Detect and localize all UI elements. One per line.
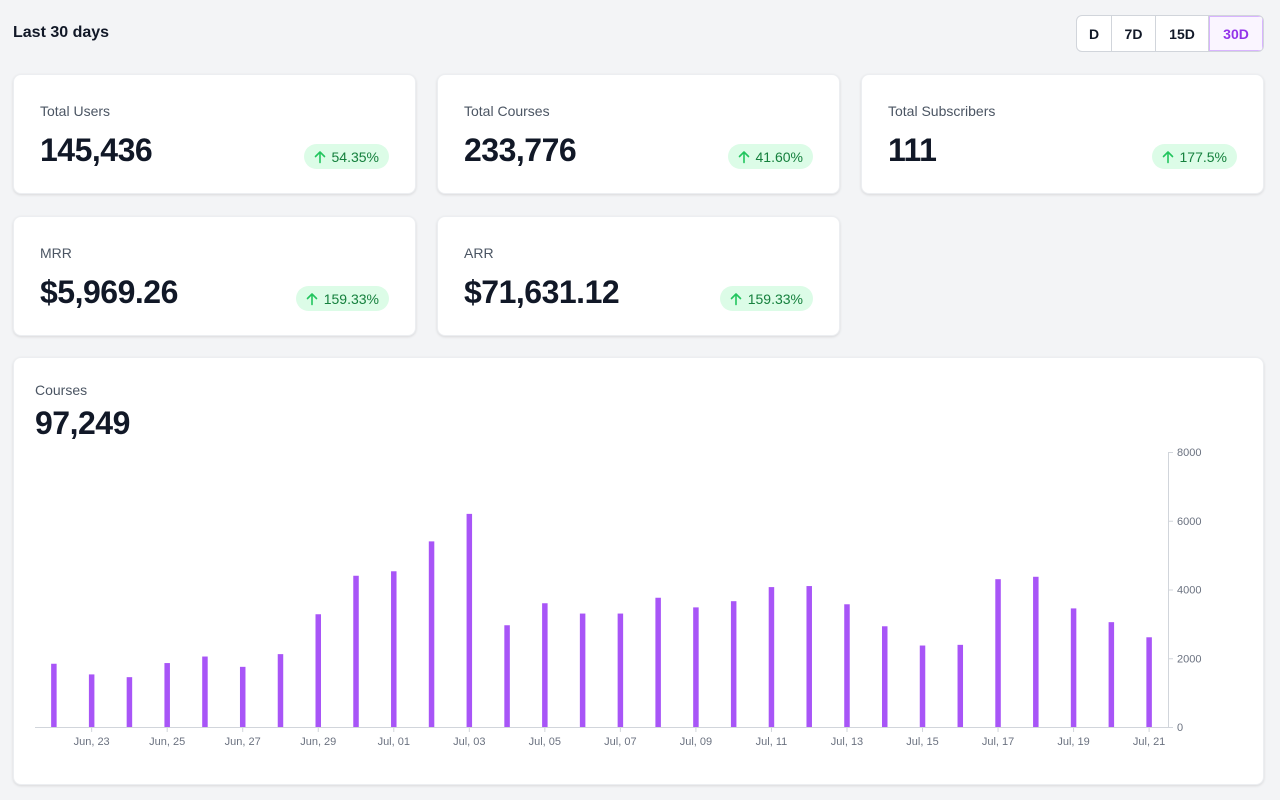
- bar[interactable]: [579, 613, 586, 727]
- arrow-up-icon: [306, 292, 318, 305]
- change-badge: 159.33%: [295, 286, 389, 311]
- stat-value: 145,436: [40, 132, 153, 168]
- bar[interactable]: [768, 587, 775, 727]
- courses-bar-chart: 0 2000 4000 6000 8000 Jun, 23 Jun, 25 Jun, 27 Ju…: [35, 447, 1201, 748]
- bar[interactable]: [1146, 637, 1152, 727]
- bar[interactable]: [806, 586, 812, 727]
- bar[interactable]: [882, 626, 888, 727]
- stat-label: MRR: [40, 245, 72, 261]
- bar[interactable]: [164, 663, 170, 727]
- date-range-selector: D 7D 15D 30D: [1076, 15, 1264, 52]
- page-title: Last 30 days: [13, 24, 110, 41]
- bar[interactable]: [655, 597, 661, 727]
- x-tick-label: Jul, 19: [1057, 736, 1089, 748]
- stat-value: 111: [888, 132, 937, 168]
- bar[interactable]: [202, 656, 208, 727]
- arrow-up-icon: [730, 292, 742, 305]
- bar[interactable]: [919, 645, 926, 727]
- arrow-up-icon: [1162, 150, 1173, 163]
- x-tick-label: Jun, 29: [300, 736, 336, 748]
- x-tick-label: Jul, 17: [982, 736, 1014, 748]
- bar[interactable]: [126, 677, 133, 727]
- bar[interactable]: [844, 604, 850, 727]
- range-button-7d[interactable]: 7D: [1112, 16, 1156, 51]
- courses-chart-card: Courses 97,249 0 2000 4000 6000 8000 Jun, 23 J…: [13, 357, 1264, 785]
- y-tick-label: 0: [1177, 722, 1183, 734]
- y-tick-label: 8000: [1177, 447, 1201, 459]
- bar[interactable]: [51, 663, 57, 727]
- change-badge: 177.5%: [1151, 144, 1237, 169]
- bar[interactable]: [542, 603, 548, 727]
- arrow-up-icon: [738, 150, 749, 163]
- bar[interactable]: [239, 666, 246, 727]
- stat-value: $71,631.12: [464, 274, 620, 310]
- change-badge: 54.35%: [303, 144, 389, 169]
- y-tick-label: 6000: [1177, 516, 1201, 528]
- x-tick-label: Jun, 23: [74, 736, 110, 748]
- range-button-15d[interactable]: 15D: [1156, 16, 1209, 51]
- change-value: 54.35%: [331, 148, 379, 165]
- bar[interactable]: [428, 541, 435, 728]
- change-badge: 159.33%: [719, 286, 813, 311]
- stat-card-total-courses: Total Courses 233,776 41.60%: [437, 74, 840, 194]
- x-tick-label: Jul, 15: [906, 736, 938, 748]
- x-tick-label: Jul, 09: [680, 736, 712, 748]
- range-button-d[interactable]: D: [1077, 16, 1112, 51]
- bar[interactable]: [504, 625, 510, 727]
- stat-card-total-users: Total Users 145,436 54.35%: [13, 74, 416, 194]
- stat-card-arr: ARR $71,631.12 159.33%: [437, 216, 840, 336]
- bar[interactable]: [617, 613, 624, 727]
- bar[interactable]: [957, 644, 964, 727]
- stat-value: $5,969.26: [40, 274, 178, 310]
- chart-total-value: 97,249: [35, 405, 130, 441]
- bar[interactable]: [315, 614, 322, 727]
- stat-label: Total Users: [40, 103, 111, 119]
- x-tick-label: Jul, 07: [604, 736, 636, 748]
- bar[interactable]: [88, 674, 95, 727]
- x-tick-label: Jun, 25: [149, 736, 185, 748]
- x-tick-label: Jul, 01: [378, 736, 410, 748]
- stat-label: Total Courses: [464, 103, 550, 119]
- change-badge: 41.60%: [727, 144, 813, 169]
- x-tick-label: Jul, 21: [1133, 736, 1165, 748]
- bar[interactable]: [277, 654, 284, 728]
- change-value: 159.33%: [747, 290, 803, 307]
- stat-card-mrr: MRR $5,969.26 159.33%: [13, 216, 416, 336]
- stat-value: 233,776: [464, 132, 577, 168]
- x-tick-label: Jul, 03: [453, 736, 485, 748]
- x-tick-label: Jul, 13: [831, 736, 863, 748]
- bar[interactable]: [1108, 622, 1115, 727]
- stat-card-total-subscribers: Total Subscribers 111 177.5%: [861, 74, 1264, 194]
- arrow-up-icon: [314, 150, 325, 163]
- bar[interactable]: [391, 571, 397, 727]
- bar[interactable]: [730, 601, 737, 727]
- x-tick-label: Jun, 27: [225, 736, 261, 748]
- x-tick-label: Jul, 11: [756, 736, 788, 748]
- bar[interactable]: [995, 579, 1001, 727]
- bar[interactable]: [353, 575, 359, 727]
- chart-label: Courses: [35, 382, 88, 398]
- stat-label: ARR: [464, 245, 494, 261]
- change-value: 41.60%: [755, 148, 803, 165]
- change-value: 159.33%: [323, 290, 379, 307]
- range-button-30d[interactable]: 30D: [1209, 16, 1263, 51]
- stat-label: Total Subscribers: [888, 103, 996, 119]
- bar[interactable]: [1070, 608, 1077, 727]
- x-tick-label: Jul, 05: [529, 736, 561, 748]
- change-value: 177.5%: [1179, 148, 1227, 165]
- y-tick-label: 4000: [1177, 585, 1201, 597]
- y-tick-label: 2000: [1177, 653, 1201, 665]
- bar[interactable]: [1033, 576, 1039, 727]
- bar[interactable]: [693, 607, 699, 728]
- bar[interactable]: [466, 513, 473, 728]
